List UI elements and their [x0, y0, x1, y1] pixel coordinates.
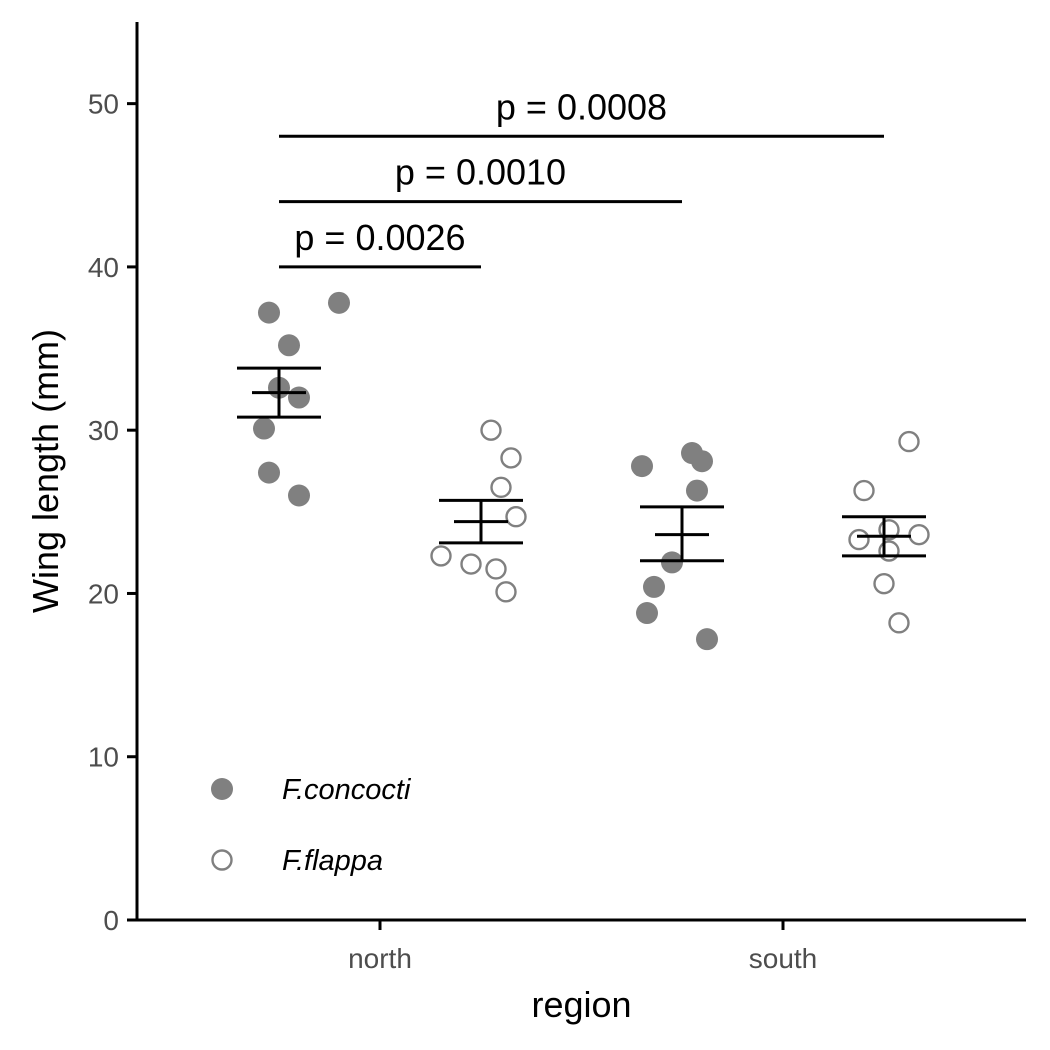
data-point: [873, 572, 895, 595]
y-axis-title: Wing length (mm): [25, 329, 66, 613]
y-tick-label: 0: [103, 905, 119, 936]
legend-marker: [211, 778, 233, 800]
data-point: [328, 291, 350, 314]
data-point: [430, 545, 452, 567]
data-point: [848, 528, 870, 551]
data-point: [908, 523, 930, 546]
p-value-label: p = 0.0026: [294, 217, 465, 258]
data-point: [288, 484, 310, 507]
data-point: [480, 419, 502, 441]
data-point: [253, 417, 275, 440]
legend-marker: [211, 849, 233, 871]
data-point: [643, 575, 665, 598]
data-point: [691, 450, 713, 473]
y-tick-label: 20: [88, 578, 119, 609]
data-point: [898, 430, 920, 453]
data-point: [878, 540, 900, 562]
x-axis-title: region: [531, 984, 631, 1025]
data-point: [490, 476, 512, 499]
data-point: [888, 612, 910, 634]
x-tick-label: south: [749, 943, 818, 974]
data-point: [500, 447, 522, 469]
y-tick-label: 40: [88, 252, 119, 283]
data-point: [636, 602, 658, 625]
data-point: [485, 558, 507, 580]
legend-label: F.flappa: [282, 845, 383, 877]
data-point: [495, 581, 517, 603]
data-point: [631, 455, 653, 478]
p-value-label: p = 0.0008: [496, 86, 667, 127]
data-point: [278, 334, 300, 357]
data-point: [288, 386, 310, 409]
y-tick-label: 10: [88, 742, 119, 773]
data-point: [460, 553, 482, 575]
data-point: [853, 479, 875, 502]
y-tick-label: 50: [88, 89, 119, 120]
data-point: [686, 479, 708, 502]
data-point: [661, 551, 683, 574]
data-point: [505, 506, 527, 528]
data-point: [258, 301, 280, 324]
y-tick-label: 30: [88, 415, 119, 446]
x-tick-label: north: [348, 943, 412, 974]
data-point: [696, 628, 718, 651]
data-point: [258, 461, 280, 484]
legend-label: F.concocti: [282, 774, 412, 806]
data-point: [878, 519, 900, 541]
p-value-label: p = 0.0010: [395, 152, 566, 193]
